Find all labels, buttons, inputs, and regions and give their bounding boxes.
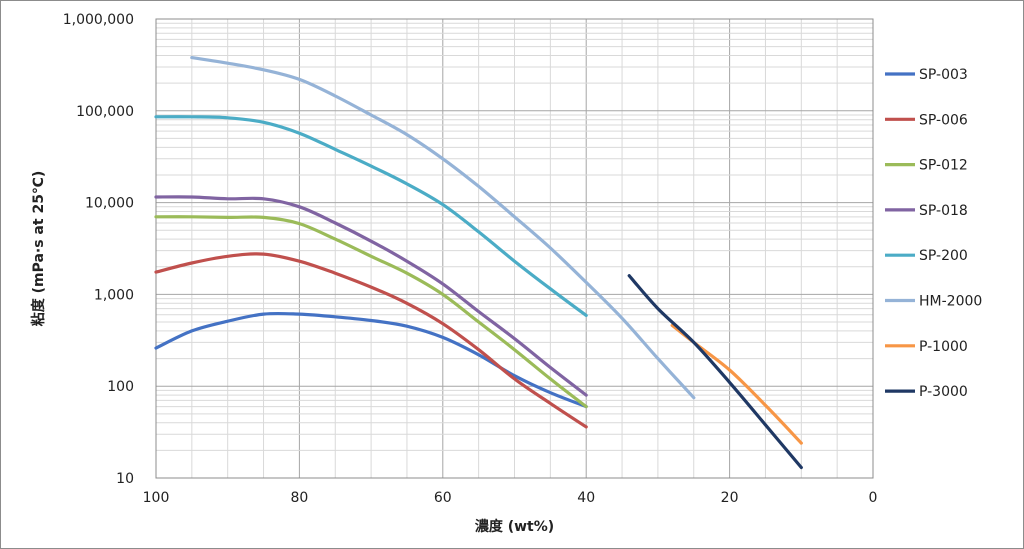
y-axis-title: 粘度 (mPa·s at 25℃): [30, 171, 47, 327]
grid: [155, 19, 874, 479]
series-lines: [154, 56, 803, 470]
legend-label-sp-012: SP-012: [919, 158, 968, 174]
series-line-sp-003: [154, 311, 588, 409]
y-tick-label: 100: [107, 379, 134, 395]
y-tick-label: 1,000,000: [63, 12, 134, 28]
y-tick-label: 1,000: [94, 287, 134, 303]
x-tick-label: 100: [143, 490, 170, 506]
y-tick-label: 100,000: [76, 104, 134, 120]
series-line-sp-018: [154, 195, 588, 397]
legend-label-p-1000: P-1000: [919, 339, 968, 355]
legend-label-hm-2000: HM-2000: [919, 294, 982, 310]
axes: [155, 18, 874, 479]
legend-label-p-3000: P-3000: [919, 384, 968, 400]
x-tick-label: 40: [577, 490, 595, 506]
series-line-p-3000: [627, 274, 803, 470]
plot-area-border: [155, 18, 874, 479]
y-tick-label: 10,000: [85, 196, 134, 212]
series-line-p-1000: [670, 323, 803, 445]
x-tick-label: 60: [434, 490, 452, 506]
legend-label-sp-018: SP-018: [919, 203, 968, 219]
series-line-hm-2000: [190, 56, 696, 400]
series-line-sp-012: [154, 215, 588, 409]
x-axis-title: 濃度 (wt%): [475, 518, 554, 535]
legend-label-sp-006: SP-006: [919, 112, 968, 128]
legend-label-sp-003: SP-003: [919, 67, 968, 83]
legend: SP-003 SP-006 SP-012 SP-018 SP-200 HM-2000 P-1…: [885, 67, 982, 400]
y-tick-label: 10: [116, 471, 134, 487]
x-tick-labels: 100 80 60 40 20 0: [143, 490, 878, 506]
x-tick-label: 80: [290, 490, 308, 506]
x-tick-label: 0: [869, 490, 878, 506]
x-tick-label: 20: [721, 490, 739, 506]
series-line-sp-200: [154, 115, 588, 317]
y-tick-labels: 10 100 1,000 10,000 100,000 1,000,000: [63, 12, 134, 487]
legend-label-sp-200: SP-200: [919, 248, 968, 264]
series-line-sp-006: [154, 252, 588, 429]
